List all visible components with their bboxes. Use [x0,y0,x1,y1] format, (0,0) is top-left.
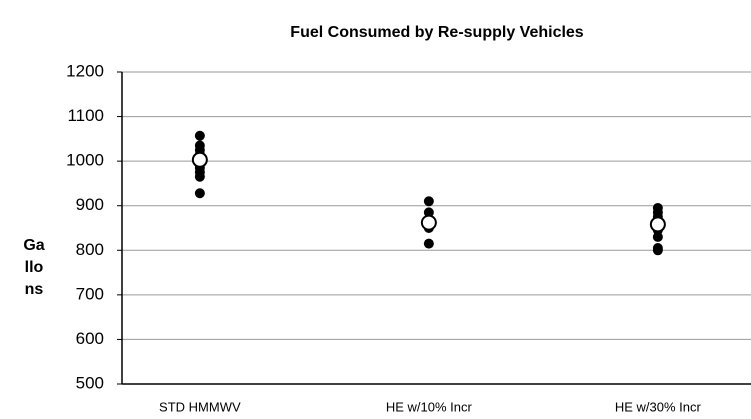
y-tick-label: 700 [76,284,104,303]
mean-point [420,214,437,231]
y-axis-label: Ga [23,237,44,254]
data-point [194,188,205,199]
y-tick-label: 800 [76,240,104,259]
x-tick-label: STD HMMWV [159,399,241,414]
y-tick-label: 500 [76,373,104,392]
y-tick-label: 600 [76,329,104,348]
data-point [194,171,205,182]
data-point [423,196,434,207]
y-tick-label: 1200 [66,61,104,80]
y-tick-label: 1000 [66,151,104,170]
y-tick-label: 1100 [67,106,104,125]
x-tick-label: HE w/30% Incr [615,399,702,414]
data-point [652,245,663,256]
y-axis-label: llo [25,259,44,276]
chart-title: Fuel Consumed by Re-supply Vehicles [290,24,584,41]
data-point [652,231,663,242]
mean-point [191,151,208,168]
y-tick-label: 900 [76,195,104,214]
y-axis-label: ns [25,281,44,298]
data-point [423,238,434,249]
x-tick-label: HE w/10% Incr [386,399,473,414]
data-point [194,130,205,141]
mean-point [649,216,666,233]
